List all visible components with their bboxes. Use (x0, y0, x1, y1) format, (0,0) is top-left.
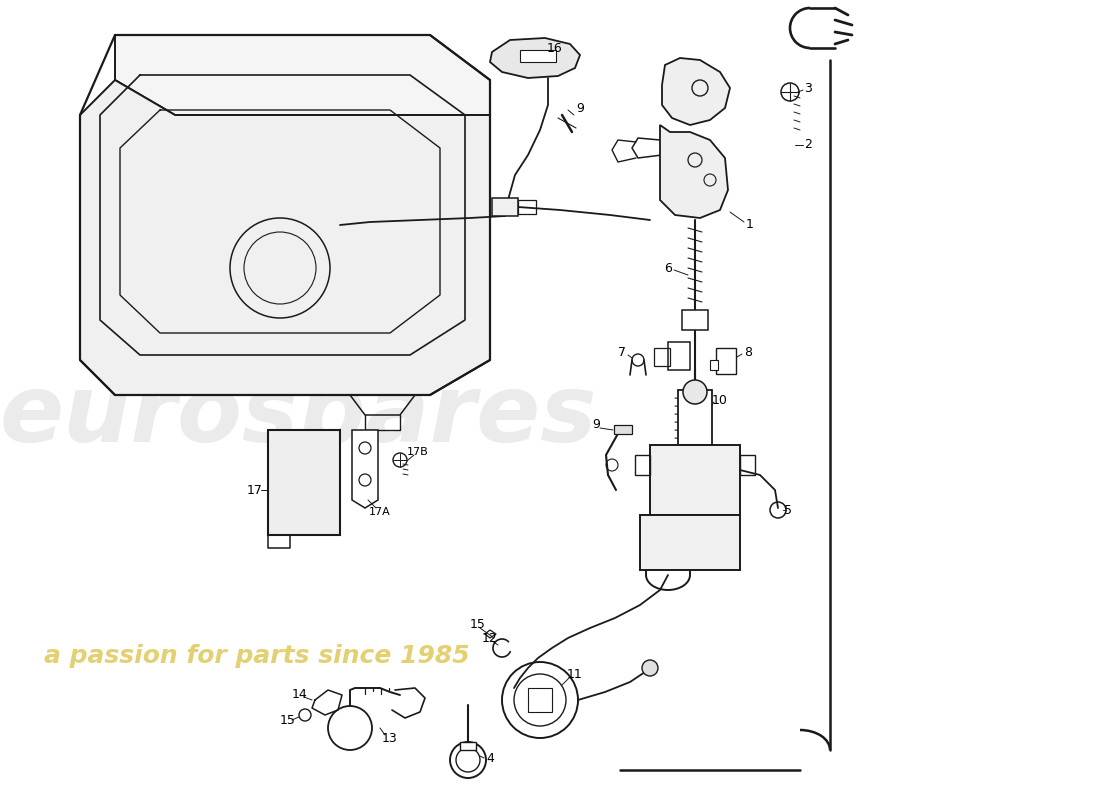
Bar (654, 348, 670, 366)
Polygon shape (116, 35, 490, 115)
Circle shape (642, 660, 658, 676)
Bar (520, 50, 556, 62)
Text: 5: 5 (784, 503, 792, 517)
Bar (678, 390, 712, 445)
Polygon shape (662, 58, 730, 125)
Bar (460, 742, 476, 750)
Text: 10: 10 (712, 394, 728, 406)
Bar (268, 430, 340, 535)
Text: 14: 14 (293, 689, 308, 702)
Bar (682, 310, 708, 330)
Text: 8: 8 (744, 346, 752, 358)
Text: 17A: 17A (370, 507, 390, 517)
Text: 15: 15 (470, 618, 486, 631)
Text: 16: 16 (547, 42, 563, 54)
Circle shape (683, 380, 707, 404)
Text: 11: 11 (568, 669, 583, 682)
Bar (640, 515, 740, 570)
Polygon shape (80, 80, 490, 395)
Bar (518, 200, 536, 214)
Text: 7: 7 (618, 346, 626, 358)
Text: 15: 15 (280, 714, 296, 726)
Text: a passion for parts since 1985: a passion for parts since 1985 (44, 644, 470, 668)
Bar (740, 455, 755, 475)
Bar (650, 445, 740, 515)
Text: 6: 6 (664, 262, 672, 274)
Text: 17: 17 (248, 483, 263, 497)
Bar (716, 348, 736, 374)
Text: 4: 4 (486, 751, 494, 765)
Text: 9: 9 (592, 418, 600, 431)
Polygon shape (490, 38, 580, 78)
Bar (710, 360, 718, 370)
Text: 12: 12 (482, 631, 498, 645)
Bar (635, 455, 650, 475)
Bar (668, 342, 690, 370)
Text: 17B: 17B (407, 447, 429, 457)
Text: 9: 9 (576, 102, 584, 114)
Text: 2: 2 (804, 138, 812, 151)
Polygon shape (352, 430, 378, 508)
Text: 13: 13 (382, 731, 398, 745)
Bar (492, 198, 518, 216)
Bar (614, 425, 632, 434)
Bar (528, 688, 552, 712)
Text: eurospares: eurospares (0, 370, 597, 462)
Polygon shape (660, 125, 728, 218)
Text: 1: 1 (746, 218, 754, 231)
Text: 3: 3 (804, 82, 812, 94)
